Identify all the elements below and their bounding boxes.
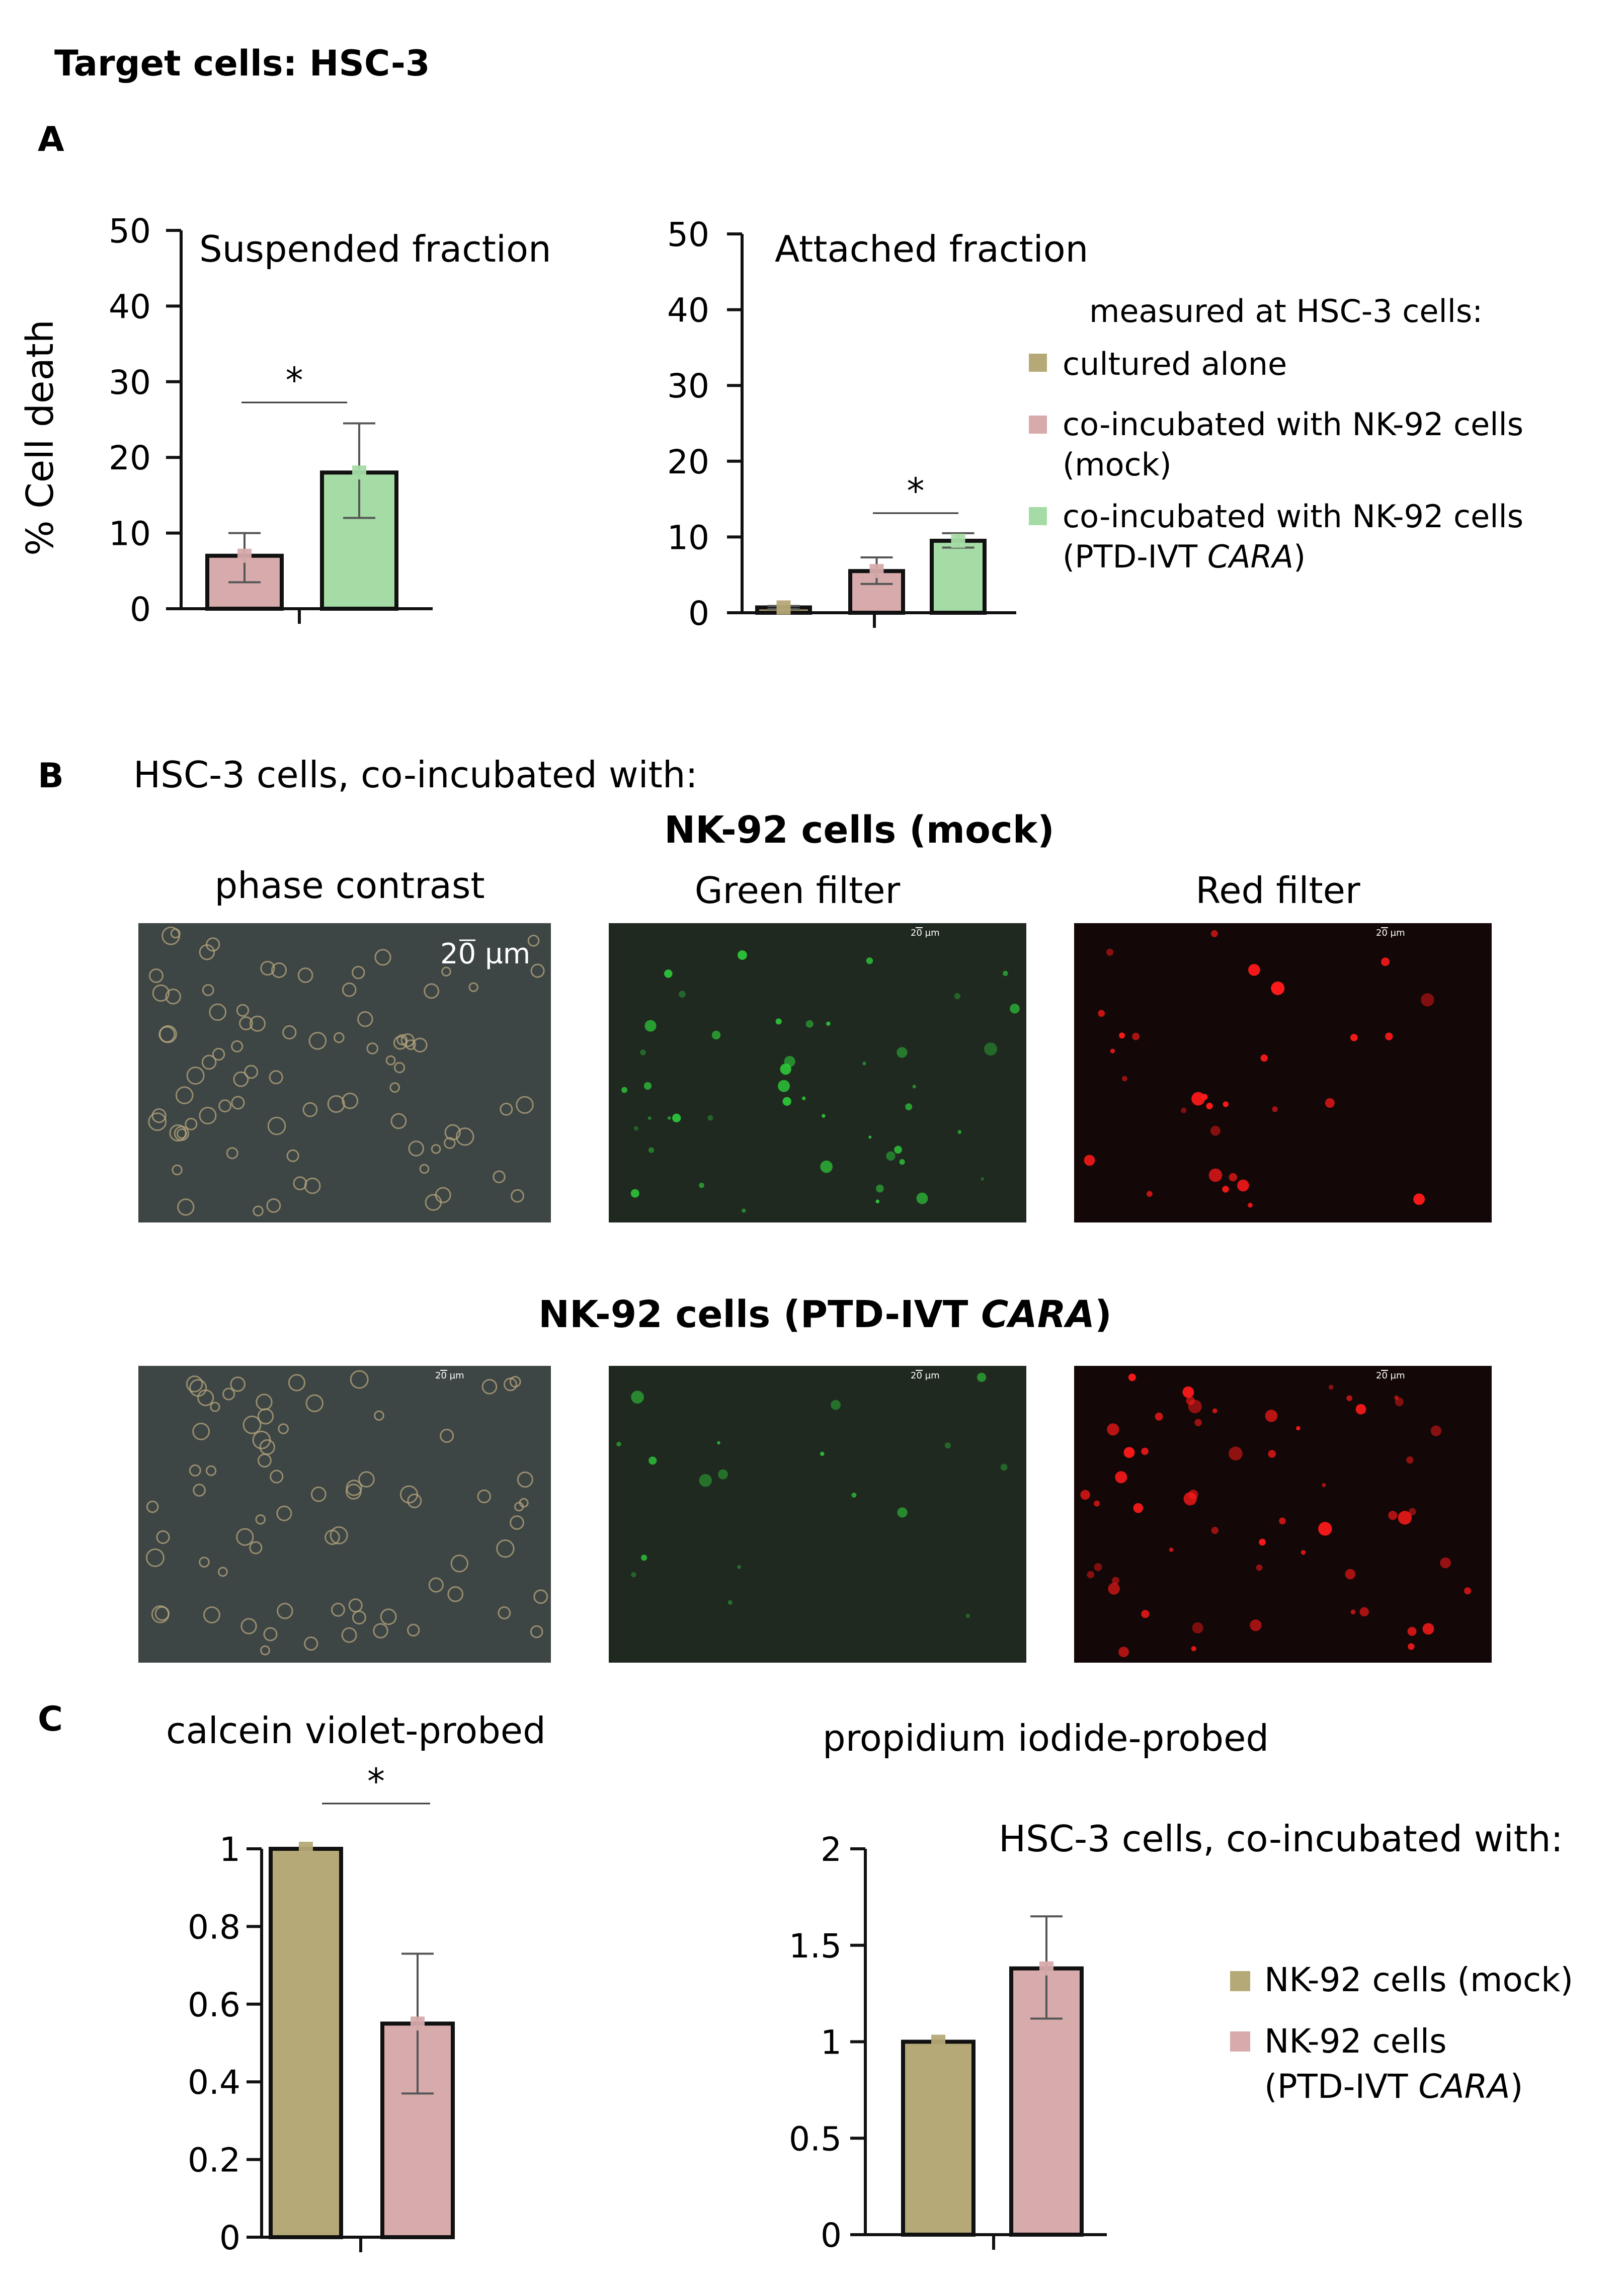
significance-star: * — [907, 470, 925, 512]
micrograph-green-cara: 20 µm — [609, 1366, 1026, 1663]
data-point — [1039, 1961, 1053, 1976]
legend-a-swatch-cara — [1029, 507, 1047, 525]
bar — [930, 538, 987, 615]
chart-A-attached: 0 10 20 30 40 50 * — [667, 215, 1016, 633]
chart-a-right-title: Attached fraction — [775, 228, 1088, 270]
chart-c-right-title: propidium iodide-probed — [823, 1717, 1269, 1759]
bar — [901, 2039, 976, 2237]
data-point — [931, 2034, 945, 2049]
legend-a-label-alone: cultured alone — [1063, 346, 1287, 382]
micrograph-green-mock: 20 µm — [609, 923, 1026, 1222]
y-tick-label: 40 — [109, 287, 151, 326]
panel-c-letter: C — [38, 1699, 63, 1739]
data-point — [951, 533, 965, 548]
col-label-green: Green filter — [695, 869, 901, 912]
panel-a-letter: A — [38, 120, 64, 159]
scale-bar-label: 20 µm — [911, 928, 940, 938]
y-tick-label: 1 — [219, 1830, 240, 1869]
panel-b-heading: HSC-3 cells, co-incubated with: — [133, 754, 698, 796]
significance-star: * — [286, 360, 303, 401]
figure-title: Target cells: HSC-3 — [54, 43, 430, 84]
y-tick-label: 0 — [688, 594, 709, 633]
y-tick-label: 40 — [667, 291, 709, 330]
col-label-phase: phase contrast — [214, 864, 484, 907]
y-tick-label: 30 — [109, 363, 151, 402]
y-tick-label: 0.6 — [188, 1986, 240, 2024]
legend-c-label-cara-2: (PTD-IVT CARA) — [1264, 2067, 1523, 2106]
y-tick-label: 0.5 — [789, 2119, 842, 2158]
data-point — [869, 564, 884, 579]
scale-bar-label: 20 µm — [440, 938, 530, 970]
significance-star: * — [367, 1761, 385, 1802]
y-tick-label: 50 — [109, 212, 151, 251]
legend-a-label-mock-1: co-incubated with NK-92 cells — [1063, 406, 1523, 443]
y-tick-label: 1 — [821, 2023, 842, 2062]
chart-a-ylabel: % Cell death — [19, 319, 62, 555]
micrograph-red-cara: 20 µm — [1074, 1366, 1492, 1663]
data-point — [776, 600, 791, 615]
y-tick-label: 2 — [821, 1830, 842, 1869]
scale-bar-label: 20 µm — [1376, 1370, 1405, 1381]
y-tick-label: 0.8 — [188, 1908, 240, 1946]
scale-bar-label: 20 µm — [1376, 928, 1405, 938]
legend-c-label-cara-1: NK-92 cells — [1264, 2022, 1446, 2061]
legend-c-swatch-cara — [1230, 2031, 1250, 2052]
bar — [269, 1847, 343, 2239]
chart-C-pi: 0 0.5 1 1.5 2 — [789, 1830, 1107, 2255]
data-point — [237, 548, 252, 563]
legend-c-heading: HSC-3 cells, co-incubated with: — [999, 1818, 1563, 1860]
y-tick-label: 0 — [130, 590, 151, 629]
chart-C-calcein: 0 0.2 0.4 0.6 0.8 1 * — [188, 1761, 455, 2257]
y-tick-label: 30 — [667, 367, 709, 405]
y-tick-label: 20 — [109, 439, 151, 477]
panel-b-letter: B — [38, 756, 64, 796]
legend-c-label-mock: NK-92 cells (mock) — [1264, 1960, 1573, 1999]
y-tick-label: 0 — [821, 2216, 842, 2255]
y-tick-label: 10 — [667, 518, 709, 557]
scale-bar-label: 20 µm — [435, 1370, 464, 1381]
legend-a-label-cara-1: co-incubated with NK-92 cells — [1063, 498, 1523, 535]
y-tick-label: 0.4 — [188, 2063, 240, 2102]
legend-panel-a: measured at HSC-3 cells: cultured alone … — [1029, 293, 1523, 575]
legend-a-label-mock-2: (mock) — [1063, 446, 1172, 483]
panel-b-row2-title: NK-92 cells (PTD-IVT CARA) — [538, 1293, 1112, 1336]
legend-a-swatch-mock — [1029, 416, 1047, 434]
chart-A-suspended: 0 10 20 30 40 50 * — [109, 212, 433, 629]
legend-panel-c: HSC-3 cells, co-incubated with: NK-92 ce… — [999, 1818, 1573, 2106]
data-point — [299, 1842, 313, 1856]
col-label-red: Red filter — [1195, 869, 1360, 912]
y-tick-label: 0 — [219, 2219, 240, 2257]
chart-c-left-title: calcein violet-probed — [166, 1709, 546, 1752]
legend-a-heading: measured at HSC-3 cells: — [1089, 293, 1483, 330]
y-tick-label: 50 — [667, 215, 709, 254]
data-point — [411, 2016, 425, 2031]
y-tick-label: 20 — [667, 443, 709, 481]
legend-a-label-cara-2: (PTD-IVT CARA) — [1063, 538, 1306, 575]
scale-bar-label: 20 µm — [911, 1370, 940, 1381]
legend-c-swatch-mock — [1230, 1971, 1250, 1991]
legend-a-swatch-alone — [1029, 354, 1047, 372]
chart-a-left-title: Suspended fraction — [199, 228, 551, 270]
data-point — [352, 465, 366, 480]
micrograph-phase-mock: 20 µm — [138, 923, 551, 1222]
micrograph-phase-cara: 20 µm — [138, 1366, 551, 1663]
charts-layer: 01020304050*01020304050*00.20.40.60.81*0… — [109, 212, 1107, 2257]
panel-b-row1-title: NK-92 cells (mock) — [664, 808, 1054, 852]
y-tick-label: 1.5 — [789, 1927, 842, 1966]
micrograph-red-mock: 20 µm — [1074, 923, 1492, 1222]
y-tick-label: 10 — [109, 515, 151, 553]
y-tick-label: 0.2 — [188, 2141, 240, 2180]
